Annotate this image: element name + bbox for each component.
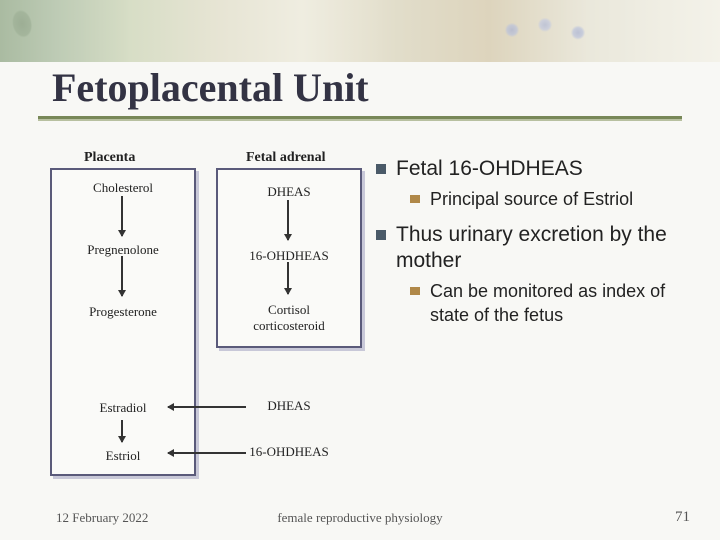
bullet-square-icon <box>376 230 386 240</box>
footer-center: female reproductive physiology <box>0 510 720 526</box>
arrow-dheas-to-estradiol <box>168 406 246 408</box>
bullet-1-1-text: Principal source of Estriol <box>430 188 633 211</box>
bullet-1-1: Principal source of Estriol <box>410 188 706 211</box>
slide: Fetoplacental Unit Placenta Fetal adrena… <box>0 0 720 540</box>
node-cholesterol: Cholesterol <box>52 180 194 196</box>
bullet-2-1: Can be monitored as index of state of th… <box>410 280 706 327</box>
node-16-ohdheas: 16-OHDHEAS <box>218 248 360 264</box>
column-header-placenta: Placenta <box>84 150 135 166</box>
placenta-panel: Cholesterol Pregnenolone Progesterone Es… <box>50 168 196 476</box>
node-progesterone: Progesterone <box>52 304 194 320</box>
arrow-chol-to-preg <box>121 196 123 236</box>
node-cortisol: Cortisol corticosteroid <box>218 302 360 334</box>
bullet-1: Fetal 16-OHDHEAS <box>376 156 706 182</box>
bullet-2-1-text: Can be monitored as index of state of th… <box>430 280 706 327</box>
node-cortisol-line2: corticosteroid <box>218 318 360 334</box>
node-cortisol-line1: Cortisol <box>218 302 360 318</box>
bullet-2-text: Thus urinary excretion by the mother <box>396 222 706 275</box>
bullet-square-icon <box>376 164 386 174</box>
arrow-dheas-to-16oh <box>287 200 289 240</box>
slide-title: Fetoplacental Unit <box>52 64 369 111</box>
bullet-square-icon <box>410 287 420 295</box>
decorative-header <box>0 0 720 62</box>
column-header-fetal-adrenal: Fetal adrenal <box>246 150 325 166</box>
bullet-list: Fetal 16-OHDHEAS Principal source of Est… <box>376 156 706 333</box>
bullet-1-text: Fetal 16-OHDHEAS <box>396 156 583 182</box>
arrow-estradiol-to-estriol <box>121 420 123 442</box>
node-dheas: DHEAS <box>218 184 360 200</box>
node-pregnenolone: Pregnenolone <box>52 242 194 258</box>
arrow-16oh-to-estriol <box>168 452 246 454</box>
fetal-adrenal-panel: DHEAS 16-OHDHEAS Cortisol corticosteroid <box>216 168 362 348</box>
bullet-2: Thus urinary excretion by the mother <box>376 222 706 275</box>
arrow-preg-to-prog <box>121 256 123 296</box>
footer-page-number: 71 <box>675 509 690 526</box>
arrow-16oh-to-cortisol <box>287 262 289 294</box>
title-underline <box>38 116 682 119</box>
bullet-square-icon <box>410 195 420 203</box>
